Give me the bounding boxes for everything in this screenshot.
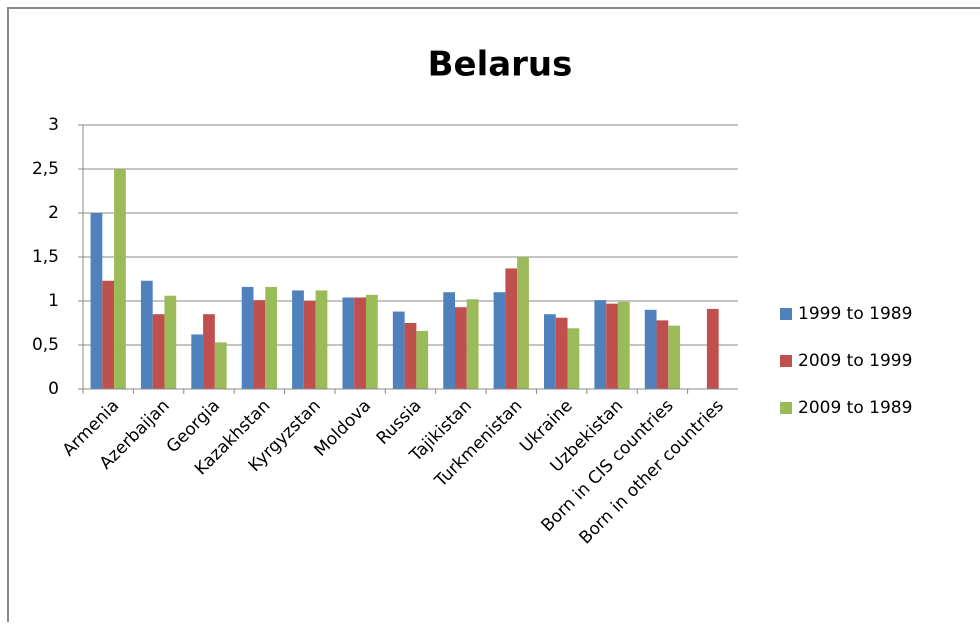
y-tick-label: 2,5 bbox=[32, 159, 59, 179]
bar bbox=[354, 297, 366, 389]
legend-label: 2009 to 1999 bbox=[798, 351, 912, 371]
bar bbox=[644, 309, 657, 389]
bar bbox=[342, 297, 355, 389]
bar bbox=[203, 314, 215, 389]
bar bbox=[466, 299, 479, 389]
legend-label: 2009 to 1989 bbox=[798, 398, 912, 418]
chart-title: Belarus bbox=[428, 45, 573, 85]
bar bbox=[292, 290, 304, 389]
bar bbox=[114, 169, 126, 389]
bar bbox=[90, 213, 103, 389]
y-tick-label: 1 bbox=[48, 291, 59, 311]
bar bbox=[606, 303, 618, 389]
x-tick-label: Turkmenistan bbox=[430, 396, 526, 492]
bar bbox=[191, 334, 204, 389]
legend-swatch bbox=[780, 308, 792, 320]
bar bbox=[517, 257, 529, 389]
bar bbox=[416, 330, 429, 389]
bar bbox=[668, 325, 681, 389]
bar bbox=[656, 320, 669, 389]
bar bbox=[493, 292, 506, 389]
legend-swatch bbox=[780, 402, 792, 414]
bar bbox=[102, 280, 115, 389]
bar bbox=[392, 311, 405, 389]
bar bbox=[164, 295, 177, 389]
bar bbox=[443, 292, 456, 389]
y-tick-label: 0,5 bbox=[32, 335, 59, 355]
bar bbox=[544, 314, 556, 389]
y-tick-label: 0 bbox=[48, 379, 59, 399]
bar bbox=[265, 286, 277, 389]
legend-label: 1999 to 1989 bbox=[798, 304, 912, 324]
y-tick-label: 3 bbox=[48, 115, 59, 135]
bar bbox=[214, 342, 227, 389]
bar bbox=[594, 300, 607, 389]
legend-swatch bbox=[780, 355, 792, 367]
bar bbox=[140, 280, 153, 389]
bar bbox=[253, 300, 266, 389]
bar bbox=[505, 268, 518, 389]
bar bbox=[455, 307, 467, 389]
y-tick-label: 2 bbox=[48, 203, 59, 223]
bar bbox=[365, 294, 378, 389]
bar bbox=[567, 328, 580, 389]
bar bbox=[241, 286, 254, 389]
bar bbox=[404, 323, 417, 389]
bar bbox=[315, 290, 328, 389]
bar bbox=[706, 308, 719, 389]
chart-frame bbox=[7, 7, 980, 626]
bar bbox=[303, 301, 316, 389]
bar bbox=[555, 317, 568, 389]
y-tick-label: 1,5 bbox=[32, 247, 59, 267]
bar bbox=[152, 314, 165, 389]
bar bbox=[617, 301, 630, 389]
